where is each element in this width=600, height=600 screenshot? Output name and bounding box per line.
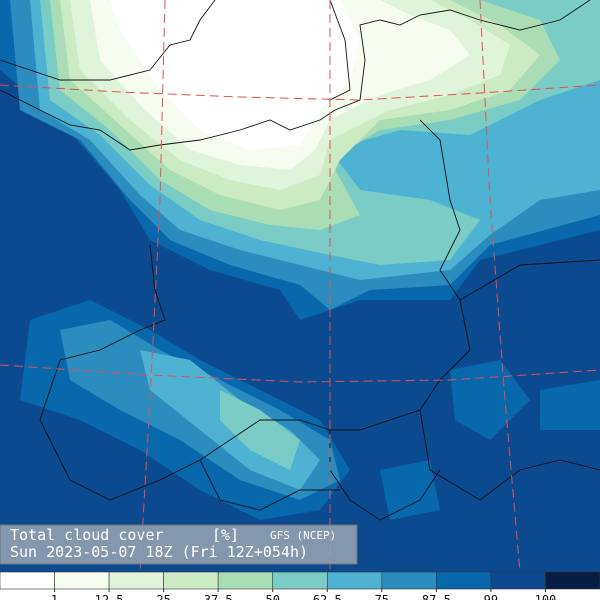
colorbar-swatch (217, 571, 274, 590)
colorbar-swatch (545, 571, 600, 590)
colorbar-swatch (436, 571, 492, 590)
colorbar-swatch (326, 571, 383, 590)
grid-line (0, 0, 600, 573)
unit: [%] (212, 526, 239, 544)
map-title: Total cloud cover (10, 526, 164, 544)
colorbar-swatch (381, 571, 437, 590)
colorbar-swatch (490, 571, 546, 590)
colorbar-label: 50 (266, 593, 280, 600)
source: GFS (NCEP) (270, 529, 336, 542)
colorbar-label: 99 (484, 593, 498, 600)
colorbar-label: 37.5 (204, 593, 233, 600)
colorbar-label: 1 (51, 593, 58, 600)
map (0, 0, 600, 573)
info-box (0, 524, 358, 565)
colorbar-label: 62.5 (313, 593, 342, 600)
colorbar-label: 87.5 (422, 593, 451, 600)
colorbar: 1 12.5 25 37.5 50 62.5 75 87.5 99 100 (0, 571, 600, 600)
coastline (0, 0, 591, 151)
cloud-field (110, 0, 360, 150)
colorbar-swatch (272, 571, 328, 590)
colorbar-swatch (54, 571, 110, 590)
colorbar-label: 100 (535, 593, 557, 600)
colorbar-swatch (163, 571, 219, 590)
colorbar-swatch (0, 571, 55, 590)
colorbar-label: 25 (156, 593, 170, 600)
cloud-field (220, 390, 300, 470)
border (39, 119, 600, 521)
colorbar-label: 75 (375, 593, 389, 600)
valid-time: Sun 2023-05-07 18Z (Fri 12Z+054h) (10, 543, 308, 561)
colorbar-label: 12.5 (95, 593, 124, 600)
cloud-field (380, 360, 600, 520)
colorbar-swatch (108, 571, 164, 590)
